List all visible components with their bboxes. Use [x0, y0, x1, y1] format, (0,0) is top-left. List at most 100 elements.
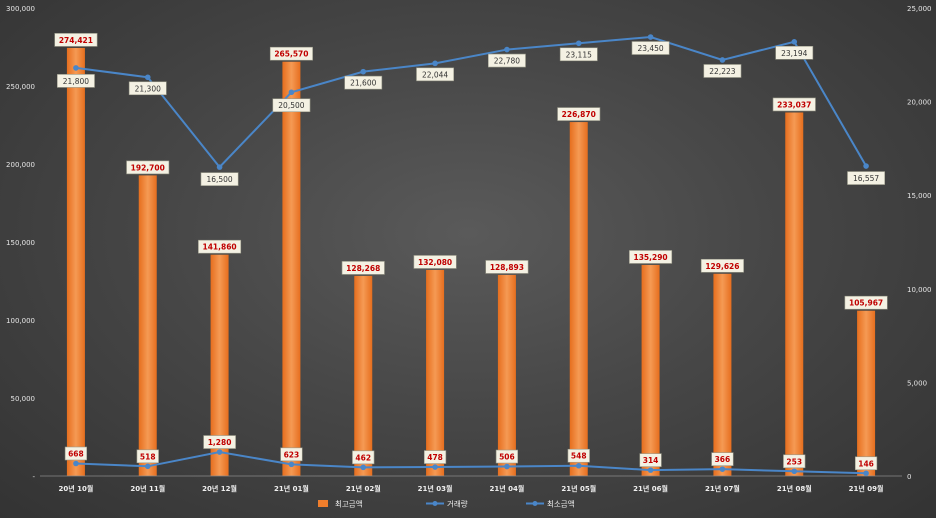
- bar-최고금액: [497, 274, 516, 476]
- y-right-tick-label: 25,000: [907, 5, 932, 13]
- data-label-최소금액-text: 22,044: [422, 70, 448, 79]
- data-label-거래량-box: [495, 449, 519, 464]
- data-label-최고금액-text: 141,860: [202, 243, 236, 252]
- point-최소금액: [73, 65, 79, 71]
- data-label-거래량-text: 518: [140, 452, 156, 461]
- x-tick-label: 21년 08월: [777, 484, 812, 493]
- point-거래량: [647, 467, 654, 473]
- bar-최고금액: [426, 269, 445, 476]
- data-label-최고금액: 265,570: [269, 46, 313, 61]
- bar-최고금액: [569, 122, 588, 477]
- data-label-최소금액-text: 21,600: [350, 79, 376, 88]
- data-label-거래량-text: 506: [499, 453, 515, 462]
- point-최소금액: [863, 163, 869, 169]
- point-거래량: [73, 460, 79, 467]
- legend-label: 거래량: [447, 500, 468, 509]
- data-label-거래량: 314: [639, 453, 662, 467]
- data-label-거래량-box: [423, 450, 447, 464]
- y-right-tick-label: 0: [907, 473, 911, 481]
- x-tick-label: 20년 10월: [59, 484, 94, 493]
- data-label-거래량-box: [639, 453, 662, 467]
- bar-최고금액: [210, 254, 229, 476]
- data-label-거래량: 1,280: [203, 435, 236, 449]
- data-label-최소금액: 21,800: [57, 74, 95, 88]
- y-right-tick-label: 5,000: [907, 379, 927, 387]
- data-label-최고금액: 192,700: [126, 160, 170, 175]
- bar-최고금액: [282, 61, 301, 476]
- bar-최고금액: [641, 264, 660, 476]
- data-label-최고금액-text: 192,700: [131, 163, 165, 172]
- bar-최고금액: [785, 112, 804, 476]
- data-label-최소금액: 22,223: [703, 64, 742, 78]
- data-label-최고금액: 129,626: [700, 258, 744, 273]
- data-label-최고금액-text: 265,570: [274, 50, 308, 59]
- point-거래량: [144, 463, 151, 470]
- data-label-최소금액: 23,115: [559, 47, 598, 62]
- point-거래량: [288, 461, 295, 468]
- point-거래량: [504, 463, 510, 470]
- data-label-최고금액-text: 135,290: [633, 253, 667, 262]
- data-label-최고금액: 226,870: [557, 107, 601, 121]
- data-label-거래량-box: [64, 446, 88, 461]
- data-label-거래량-text: 1,280: [208, 438, 232, 447]
- line-거래량: [75, 451, 867, 475]
- data-label-최소금액-box: [57, 74, 95, 88]
- x-tick-label: 20년 12월: [202, 484, 237, 493]
- data-label-최소금액: 20,500: [272, 98, 311, 113]
- data-label-최소금액: 21,600: [344, 75, 383, 90]
- data-label-최고금액: 135,290: [629, 250, 673, 264]
- data-label-최소금액-box: [631, 41, 670, 55]
- y-left-tick-label: -: [32, 473, 35, 481]
- data-label-최고금액-box: [341, 261, 385, 275]
- data-label-거래량-text: 366: [715, 455, 731, 464]
- data-label-거래량-text: 623: [284, 450, 300, 459]
- data-label-최소금액-text: 16,557: [853, 174, 879, 183]
- data-label-최고금액-box: [485, 260, 529, 274]
- legend-marker: [432, 501, 438, 506]
- data-label-최고금액-box: [844, 295, 888, 310]
- data-label-거래량: 366: [711, 452, 734, 466]
- y-left-tick-label: 250,000: [6, 83, 35, 91]
- data-label-거래량-box: [203, 435, 236, 449]
- data-label-거래량-text: 462: [355, 453, 371, 462]
- data-label-최고금액-text: 132,080: [418, 258, 452, 267]
- data-label-거래량: 623: [280, 447, 303, 462]
- x-tick-label: 21년 07월: [705, 484, 740, 493]
- data-label-거래량-text: 478: [427, 453, 443, 462]
- bar-최고금액: [66, 47, 85, 477]
- data-label-거래량-box: [352, 450, 375, 465]
- x-tick-label: 21년 03월: [418, 484, 453, 493]
- bar-최고금액: [713, 273, 732, 476]
- legend-item: 거래량: [426, 500, 468, 509]
- data-label-최고금액-box: [269, 46, 313, 61]
- point-거래량: [863, 470, 869, 477]
- data-label-최소금액: 22,044: [416, 67, 454, 82]
- data-label-거래량: 478: [423, 450, 447, 464]
- y-right-tick-label: 15,000: [907, 192, 932, 200]
- point-최소금액: [144, 74, 151, 81]
- point-최소금액: [647, 34, 654, 40]
- data-label-최고금액: 132,080: [413, 255, 457, 269]
- point-거래량: [360, 464, 367, 471]
- data-label-거래량: 548: [567, 448, 590, 463]
- data-label-최소금액-text: 20,500: [278, 101, 304, 110]
- point-최소금액: [432, 60, 438, 67]
- legend-item: 최소금액: [526, 499, 575, 509]
- data-label-최소금액-text: 21,800: [63, 77, 89, 86]
- data-label-최고금액: 233,037: [772, 97, 816, 112]
- point-거래량: [791, 468, 798, 475]
- lines-layer: [73, 34, 869, 477]
- data-label-최소금액-box: [488, 53, 526, 68]
- data-label-거래량-text: 314: [643, 456, 659, 465]
- data-label-거래량-box: [136, 449, 159, 464]
- x-tick-label: 21년 01월: [274, 484, 309, 493]
- data-label-최고금액-text: 105,967: [849, 299, 883, 308]
- data-label-최소금액-text: 23,450: [637, 44, 663, 53]
- data-label-최소금액-box: [344, 75, 383, 90]
- x-tick-label: 21년 04월: [490, 484, 525, 493]
- data-label-거래량-box: [567, 448, 590, 463]
- data-label-최소금액: 16,557: [847, 171, 885, 185]
- data-label-거래량: 668: [64, 446, 88, 461]
- point-최소금액: [216, 164, 223, 170]
